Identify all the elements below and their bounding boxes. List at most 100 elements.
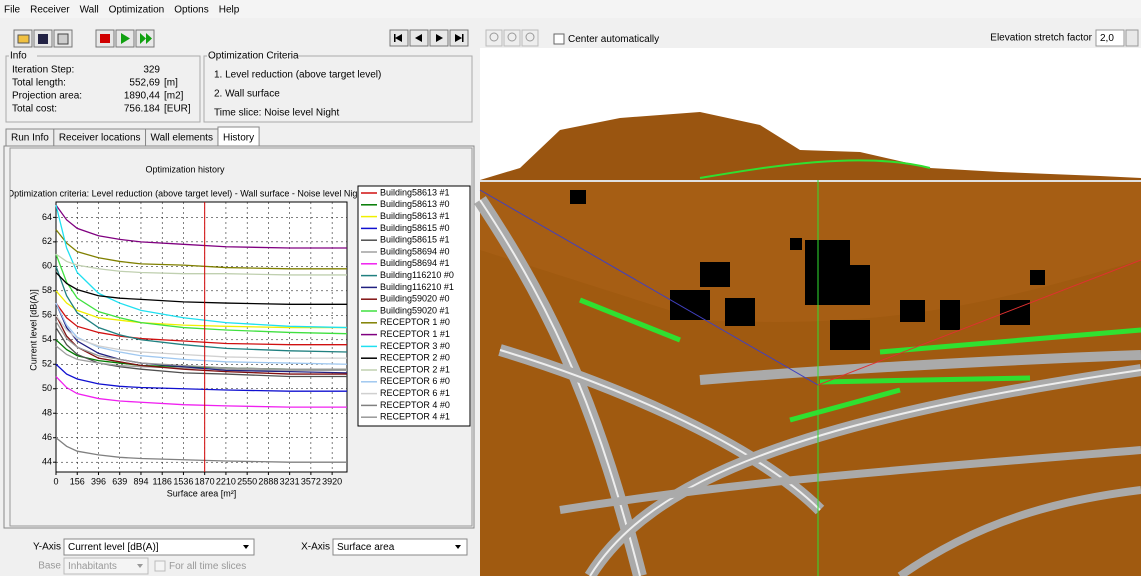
legend-label: Building58694 #0 (380, 246, 450, 256)
road (559, 446, 1141, 514)
zoom-out-button[interactable] (521, 29, 539, 47)
info-value: 756.184 (124, 104, 161, 115)
x-tick-label: 894 (133, 476, 148, 486)
info-label: Projection area: (12, 91, 82, 102)
menu-item[interactable]: Options (174, 5, 208, 16)
tab[interactable]: History (217, 126, 260, 148)
x-tick-label: 3572 (301, 476, 321, 486)
step-icon (140, 33, 152, 44)
info-title: Info (10, 51, 27, 62)
zoom-tools (485, 29, 539, 47)
info-panel: Info Iteration Step: 329 Total length: 552,… (5, 51, 201, 123)
tab-label: Wall elements (151, 133, 213, 144)
legend-label: RECEPTOR 6 #0 (380, 376, 450, 386)
y-axis-arrow (243, 545, 249, 549)
legend-label: Building58615 #1 (380, 235, 450, 245)
menu-item[interactable]: Receiver (30, 5, 70, 16)
building (1030, 270, 1045, 285)
info-title-bg (9, 51, 37, 61)
series-line (55, 315, 347, 375)
elevation-value: 2,0 (1100, 33, 1114, 44)
center-checkbox[interactable] (553, 33, 565, 45)
zoom-rect-button[interactable] (485, 29, 503, 47)
road (699, 350, 1141, 385)
criteria-title: Optimization Criteria (208, 51, 299, 62)
legend-label: RECEPTOR 2 #1 (380, 364, 450, 374)
tab[interactable]: Run Info (5, 128, 55, 147)
chart: Optimization history Optimization criteri… (10, 164, 471, 498)
base-arrow (137, 564, 143, 568)
y-tick-label: 54 (42, 334, 52, 344)
print-icon (57, 33, 69, 45)
tab[interactable]: Receiver locations (53, 128, 147, 147)
series-line (55, 327, 347, 378)
x-axis-combo[interactable] (332, 538, 468, 556)
road-line (589, 369, 1141, 576)
all-slices-label: For all time slices (169, 561, 246, 572)
zoom-in-button[interactable] (503, 29, 521, 47)
criteria-item: 2. Wall surface (214, 89, 280, 100)
elevation-spinner[interactable] (1125, 29, 1139, 47)
base-label: Base (38, 561, 61, 572)
building (850, 265, 870, 305)
legend-label: RECEPTOR 1 #0 (380, 317, 450, 327)
y-tick-label: 50 (42, 383, 52, 393)
building (700, 262, 730, 287)
tabs: Run Info Receiver locations Wall elements H… (5, 126, 260, 148)
info-frame (5, 55, 201, 123)
series-line (55, 266, 348, 353)
criteria-frame (203, 55, 473, 123)
menu-item[interactable]: Wall (80, 5, 99, 16)
legend-label: Building58613 #0 (380, 199, 450, 209)
y-axis-combo[interactable] (63, 538, 255, 556)
y-tick-label: 46 (42, 432, 52, 442)
history-nav (389, 29, 469, 47)
tab-label: Run Info (11, 133, 49, 144)
toolbar: Center automatically Elevation stretch f… (13, 29, 1139, 48)
y-axis-combo-label: Y-Axis (33, 542, 61, 553)
series-line (55, 437, 347, 463)
base-combo[interactable] (63, 557, 149, 575)
all-slices-checkbox[interactable] (154, 560, 166, 572)
menu-item[interactable]: Help (219, 5, 240, 16)
view-split (480, 180, 1141, 182)
y-tick-label: 64 (42, 212, 52, 222)
series-line (55, 290, 347, 329)
legend-label: Building59020 #0 (380, 294, 450, 304)
zoom-in-icon (507, 32, 517, 42)
legend-label: RECEPTOR 4 #1 (380, 412, 450, 422)
x-tick-label: 156 (70, 476, 85, 486)
y-tick-label: 56 (42, 310, 52, 320)
run-icon (121, 33, 130, 44)
menu-item[interactable]: Optimization (109, 5, 165, 16)
tab-label: Receiver locations (59, 133, 141, 144)
mountain (480, 112, 1141, 180)
series-line (55, 302, 348, 365)
road (897, 486, 1141, 576)
legend-label: Building116210 #1 (380, 282, 454, 292)
y-tick-label: 44 (42, 457, 52, 467)
last-icon (455, 34, 464, 42)
x-tick-label: 639 (112, 476, 127, 486)
menu-item[interactable]: File (4, 5, 21, 16)
criteria-item: Time slice: Noise level Night (214, 108, 339, 119)
series-line (55, 204, 348, 329)
tab[interactable]: Wall elements (145, 128, 219, 147)
scene-view (474, 48, 1141, 576)
elevation-input[interactable] (1095, 29, 1125, 47)
series-line (55, 204, 347, 249)
base-value: Inhabitants (68, 561, 117, 572)
center-label: Center automatically (568, 34, 659, 45)
info-unit: [m] (164, 78, 178, 89)
prev-icon (415, 34, 422, 42)
x-tick-label: 3920 (322, 476, 342, 486)
criteria-title-bg (207, 51, 297, 61)
wall-top (699, 159, 931, 179)
elevation-label: Elevation stretch factor (990, 33, 1092, 44)
building (725, 298, 755, 326)
legend-label: Building116210 #0 (380, 270, 454, 280)
series-line (55, 363, 347, 392)
axis-line (479, 189, 819, 386)
x-tick-label: 3231 (280, 476, 300, 486)
y-tick-label: 58 (42, 285, 52, 295)
